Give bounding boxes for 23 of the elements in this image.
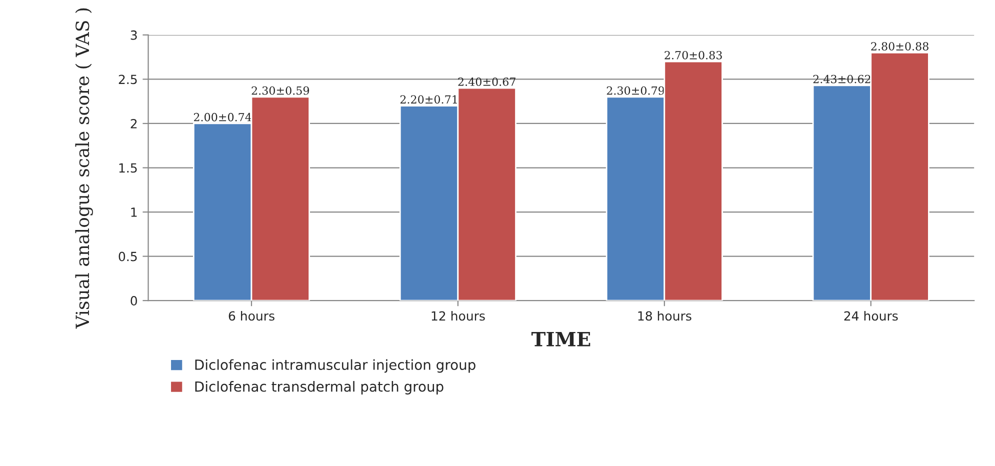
- y-tick-label: 0.5: [118, 252, 137, 262]
- data-label: 2.43±0.62: [813, 74, 870, 84]
- y-tick-label: 2: [130, 118, 137, 128]
- y-axis-title: Visual analogue scale score ( VAS ): [75, 8, 93, 329]
- data-label: 2.70±0.83: [664, 50, 722, 60]
- x-tick-label: 12 hours: [432, 310, 485, 321]
- y-tick-label: 0: [130, 296, 138, 306]
- x-tick-label: 6 hours: [228, 310, 274, 321]
- data-label: 2.30±0.59: [252, 86, 310, 95]
- y-tick-label: 2.5: [118, 74, 137, 84]
- y-tick-label: 1: [131, 208, 137, 217]
- x-tick-label: 24 hours: [844, 310, 898, 321]
- y-tick-label: 1.5: [119, 163, 137, 173]
- data-label: 2.20±0.71: [400, 95, 457, 104]
- legend-label: Diclofenac transdermal patch group: [195, 381, 444, 394]
- x-axis-title: TIME: [531, 332, 590, 346]
- data-label: 2.80±0.88: [871, 42, 928, 51]
- data-label: 2.40±0.67: [458, 78, 516, 86]
- y-tick-label: 3: [130, 30, 137, 40]
- x-tick-label: 18 hours: [638, 310, 692, 321]
- data-label: 2.00±0.74: [194, 112, 252, 122]
- data-label: 2.30±0.79: [606, 86, 664, 95]
- legend-label: Diclofenac intramuscular injection group: [195, 359, 476, 373]
